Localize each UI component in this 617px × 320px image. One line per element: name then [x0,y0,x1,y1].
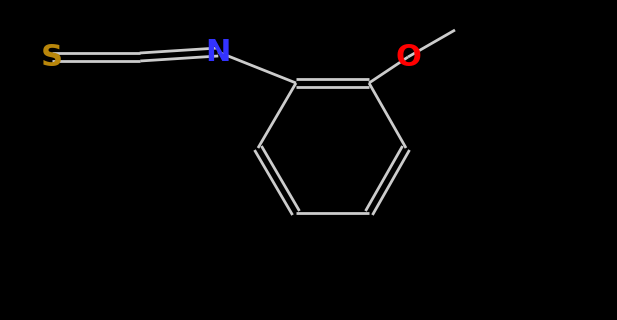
Text: N: N [205,37,231,67]
Text: S: S [41,43,63,71]
Text: O: O [395,43,421,71]
